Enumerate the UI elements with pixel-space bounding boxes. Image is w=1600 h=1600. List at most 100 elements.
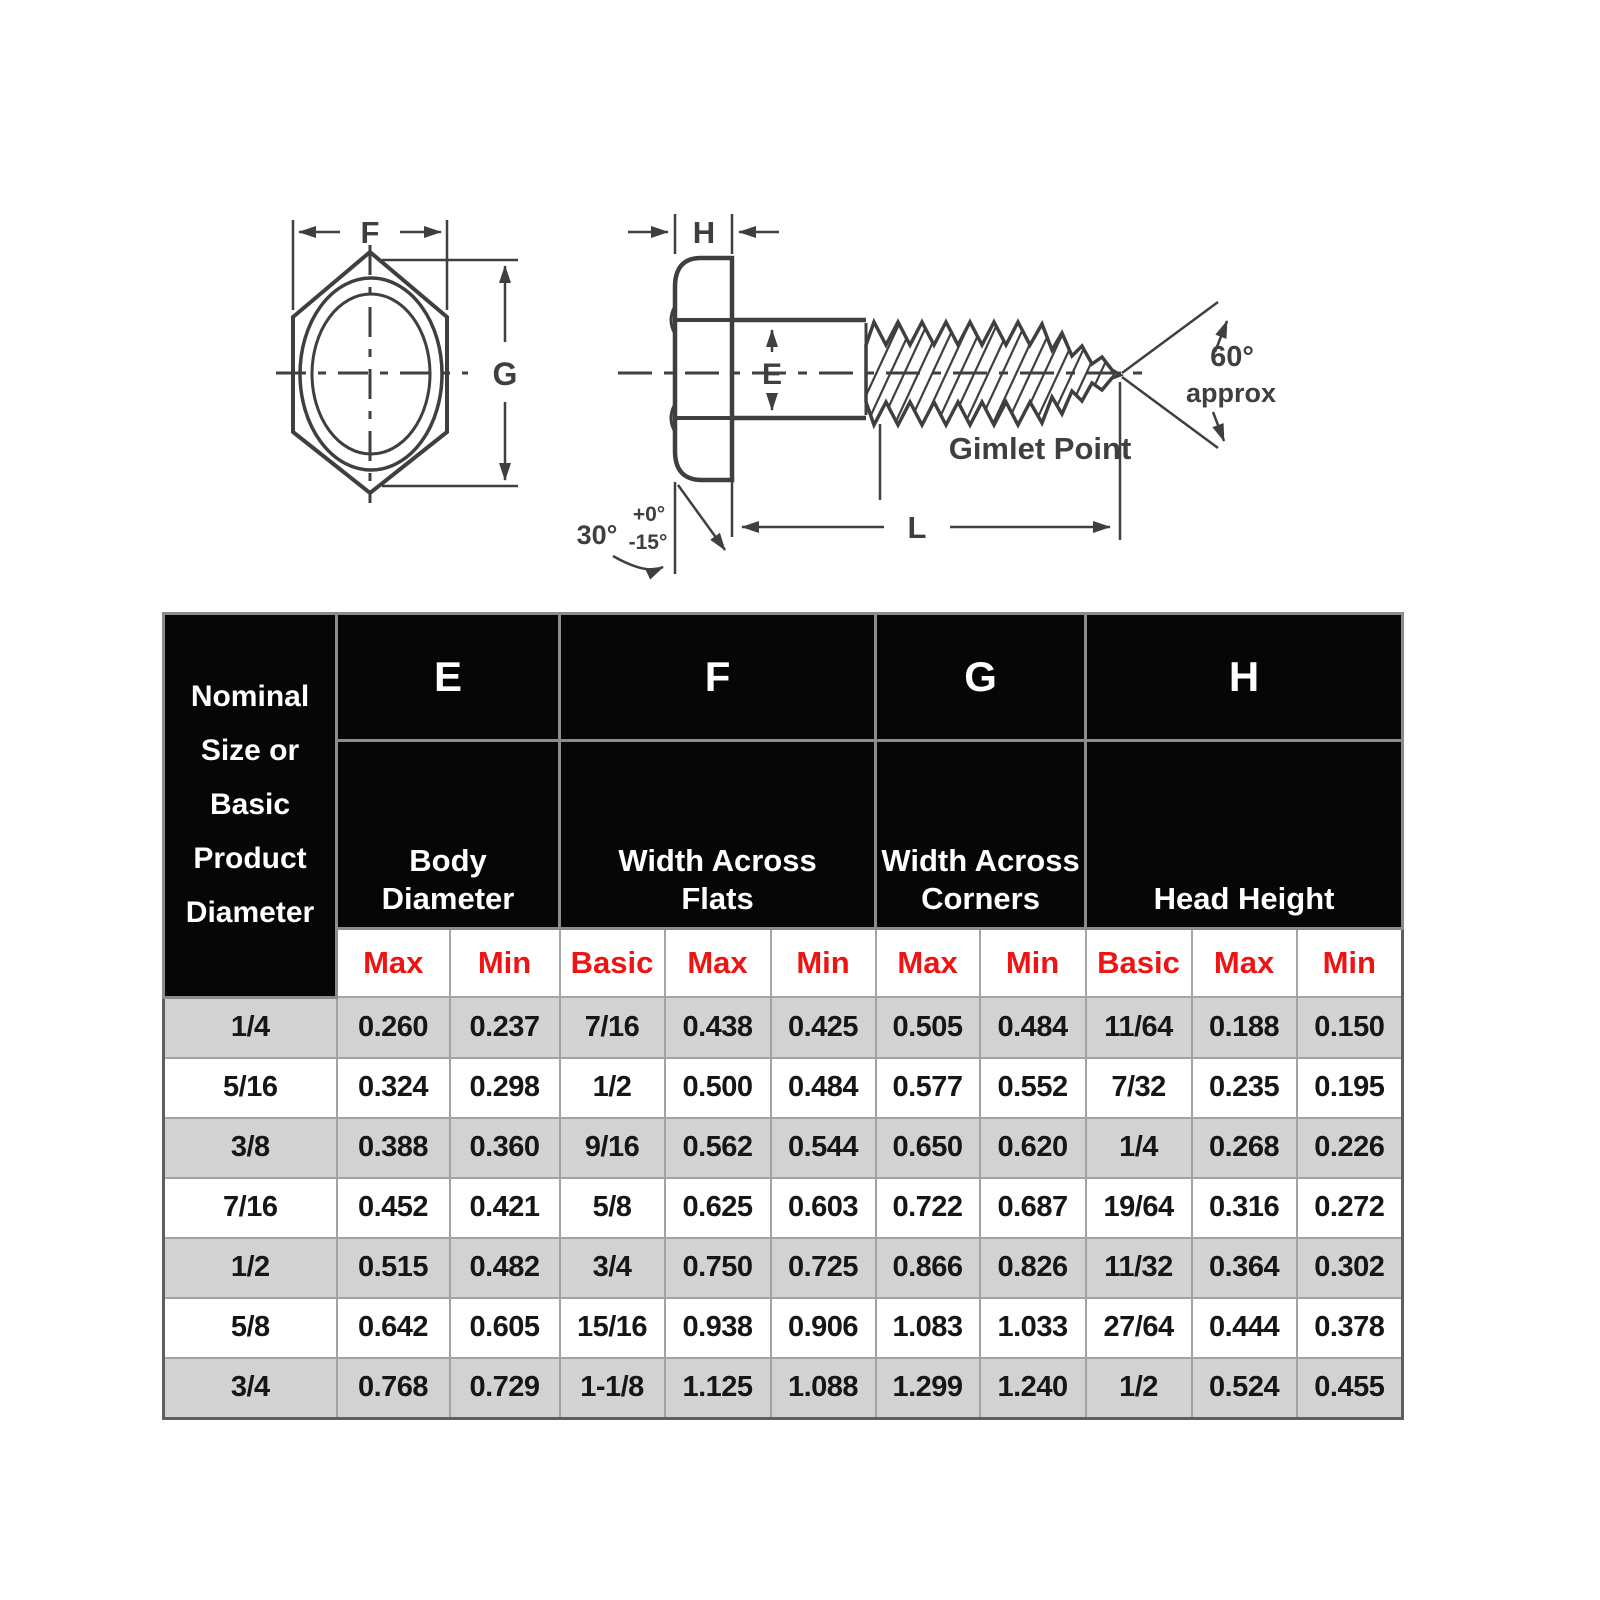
nominal-size-cell: 1/2 <box>162 1236 338 1299</box>
dimension-value-cell: 0.515 <box>335 1236 451 1299</box>
dimension-value-cell: 0.605 <box>448 1296 561 1359</box>
dimension-value-cell: 0.272 <box>1295 1176 1404 1239</box>
dimension-value-cell: 1.083 <box>874 1296 981 1359</box>
dimension-value-cell: 0.577 <box>874 1056 981 1119</box>
dimension-value-cell: 1.033 <box>978 1296 1087 1359</box>
group-header-f: F <box>558 612 878 742</box>
table-row: 1/4 0.260 0.237 7/16 0.438 0.425 0.505 0.484 11/… <box>162 996 1404 1059</box>
dimension-value-cell: 3/4 <box>558 1236 666 1299</box>
group-description-f: Width Across Flats <box>558 739 878 930</box>
lag-screw-engineering-drawing: F G <box>276 214 1276 580</box>
dimension-value-cell: 0.302 <box>1295 1236 1404 1299</box>
lag-screw-side-view <box>612 214 1229 580</box>
group-description-h: Head Height <box>1084 739 1405 930</box>
subheader-cell: Max <box>335 927 451 998</box>
dimension-value-cell: 0.505 <box>874 996 981 1059</box>
dimension-value-cell: 0.722 <box>874 1176 981 1239</box>
dimension-value-cell: 0.484 <box>978 996 1087 1059</box>
group-description-g: Width Across Corners <box>874 739 1088 930</box>
dimension-value-cell: 0.750 <box>663 1236 772 1299</box>
hex-head-front-view <box>276 220 518 503</box>
dimension-value-cell: 0.544 <box>769 1116 877 1179</box>
dimension-value-cell: 0.260 <box>335 996 451 1059</box>
table-row: 1/2 0.515 0.482 3/4 0.750 0.725 0.866 0.826 11/3… <box>162 1236 1404 1299</box>
dimension-value-cell: 0.226 <box>1295 1116 1404 1179</box>
subheader-cell: Min <box>769 927 877 998</box>
dimension-value-cell: 0.388 <box>335 1116 451 1179</box>
chamfer-angle-label: 30° <box>577 520 618 550</box>
chamfer-tolerance-minus: -15° <box>629 531 668 554</box>
subheader-cell: Basic <box>1084 927 1193 998</box>
dimension-value-cell: 0.524 <box>1190 1356 1298 1419</box>
chamfer-tolerance-plus: +0° <box>633 503 665 526</box>
dimension-value-cell: 0.455 <box>1295 1356 1404 1419</box>
dimension-value-cell: 0.484 <box>769 1056 877 1119</box>
dimension-value-cell: 0.268 <box>1190 1116 1298 1179</box>
dimension-value-cell: 9/16 <box>558 1116 666 1179</box>
dimension-value-cell: 1/4 <box>1084 1116 1193 1179</box>
subheader-cell: Max <box>663 927 772 998</box>
nominal-size-cell: 5/8 <box>162 1296 338 1359</box>
dimension-value-cell: 0.438 <box>663 996 772 1059</box>
nominal-size-cell: 3/4 <box>162 1356 338 1419</box>
subheader-cell: Basic <box>558 927 666 998</box>
table-row: 3/8 0.388 0.360 9/16 0.562 0.544 0.650 0.620 1/4… <box>162 1116 1404 1179</box>
dimension-value-cell: 0.768 <box>335 1356 451 1419</box>
group-header-h: H <box>1084 612 1405 742</box>
corner-header: Nominal Size or Basic Product Diameter <box>162 612 338 999</box>
dimension-value-cell: 0.725 <box>769 1236 877 1299</box>
dimension-value-cell: 0.324 <box>335 1056 451 1119</box>
dimension-value-cell: 0.562 <box>663 1116 772 1179</box>
group-header-e: E <box>334 612 562 742</box>
dimension-value-cell: 0.237 <box>448 996 561 1059</box>
dimension-value-cell: 1.240 <box>978 1356 1087 1419</box>
dimension-value-cell: 0.687 <box>978 1176 1087 1239</box>
nominal-size-cell: 3/8 <box>162 1116 338 1179</box>
subheader-row: Max Min Basic Max Min Max Min Basic Max … <box>164 927 1404 998</box>
nominal-size-cell: 7/16 <box>162 1176 338 1239</box>
head-profile <box>672 255 735 483</box>
dimension-value-cell: 0.195 <box>1295 1056 1404 1119</box>
dimension-value-cell: 1/2 <box>1084 1356 1193 1419</box>
table-row: 3/4 0.768 0.729 1-1/8 1.125 1.088 1.299 1.240 1/… <box>162 1356 1404 1419</box>
dimension-value-cell: 11/64 <box>1084 996 1193 1059</box>
group-description-e: Body Diameter <box>334 739 562 930</box>
dimension-value-cell: 0.360 <box>448 1116 561 1179</box>
dimension-value-cell: 0.938 <box>663 1296 772 1359</box>
subheader-cell: Max <box>874 927 981 998</box>
dimension-value-cell: 5/8 <box>558 1176 666 1239</box>
dimension-value-cell: 0.906 <box>769 1296 877 1359</box>
dimension-value-cell: 0.642 <box>335 1296 451 1359</box>
dimension-value-cell: 0.500 <box>663 1056 772 1119</box>
dimension-value-cell: 0.866 <box>874 1236 981 1299</box>
dimension-value-cell: 0.425 <box>769 996 877 1059</box>
dimension-value-cell: 0.378 <box>1295 1296 1404 1359</box>
dimension-value-cell: 0.625 <box>663 1176 772 1239</box>
g-dimension-label: G <box>493 356 518 392</box>
dimension-value-cell: 0.482 <box>448 1236 561 1299</box>
table-body: 1/4 0.260 0.237 7/16 0.438 0.425 0.505 0.484 11/… <box>162 996 1404 1419</box>
gimlet-point-label: Gimlet Point <box>949 431 1132 466</box>
subheader-cell: Min <box>1295 927 1404 998</box>
nominal-size-cell: 5/16 <box>162 1056 338 1119</box>
dimension-value-cell: 0.729 <box>448 1356 561 1419</box>
dimension-value-cell: 0.364 <box>1190 1236 1298 1299</box>
dimension-value-cell: 11/32 <box>1084 1236 1193 1299</box>
dimension-value-cell: 7/32 <box>1084 1056 1193 1119</box>
dimension-value-cell: 0.421 <box>448 1176 561 1239</box>
dimension-value-cell: 0.150 <box>1295 996 1404 1059</box>
dimension-value-cell: 0.235 <box>1190 1056 1298 1119</box>
f-dimension-label: F <box>361 215 380 250</box>
dimension-value-cell: 1.299 <box>874 1356 981 1419</box>
group-header-g: G <box>874 612 1088 742</box>
dimension-value-cell: 0.603 <box>769 1176 877 1239</box>
dimension-value-cell: 0.452 <box>335 1176 451 1239</box>
table-row: 7/16 0.452 0.421 5/8 0.625 0.603 0.722 0.687 19/… <box>162 1176 1404 1239</box>
dimension-value-cell: 7/16 <box>558 996 666 1059</box>
dimension-value-cell: 19/64 <box>1084 1176 1193 1239</box>
subheader-cell: Max <box>1190 927 1298 998</box>
table-row: 5/16 0.324 0.298 1/2 0.500 0.484 0.577 0.552 7/3… <box>162 1056 1404 1119</box>
point-angle-note: approx <box>1186 378 1276 408</box>
group-description-row: Body Diameter Width Across Flats Width A… <box>164 739 1405 930</box>
h-dimension-label: H <box>693 215 715 250</box>
